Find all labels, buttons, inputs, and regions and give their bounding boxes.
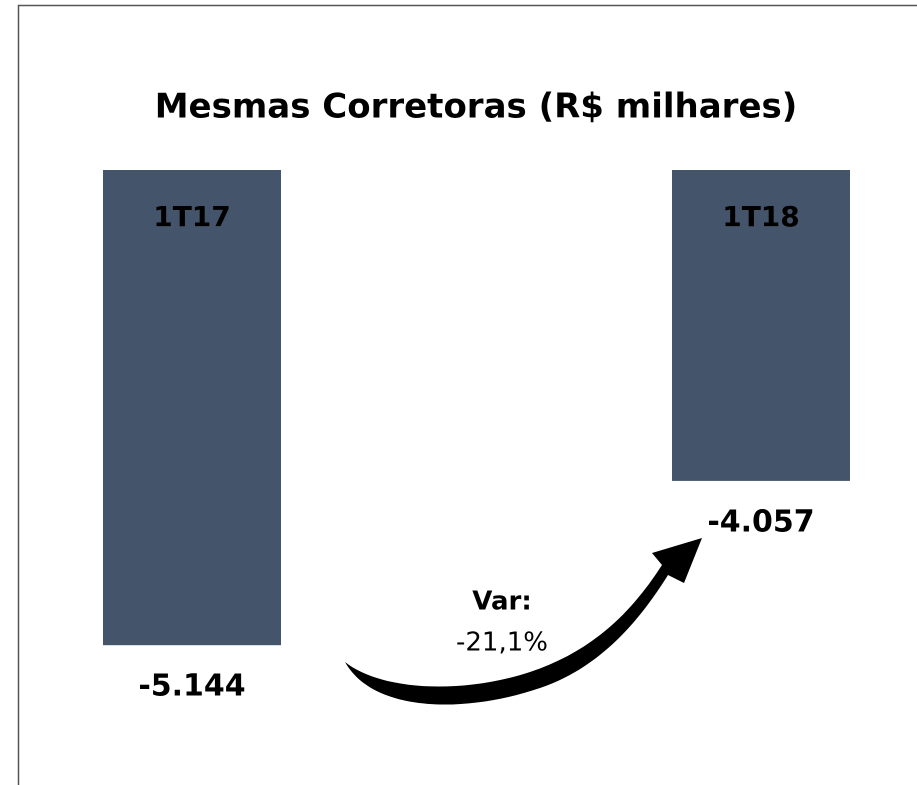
category-label: 1T17 bbox=[153, 200, 231, 233]
chart-title: Mesmas Corretoras (R$ milhares) bbox=[155, 87, 798, 127]
variation-arrow bbox=[345, 538, 702, 705]
category-label: 1T18 bbox=[722, 200, 800, 233]
bar bbox=[103, 170, 281, 646]
annotation-text: -21,1% bbox=[456, 628, 548, 658]
bar bbox=[672, 170, 850, 481]
value-label: -4.057 bbox=[707, 504, 814, 539]
annotation-label: Var: bbox=[472, 587, 531, 617]
value-label: -5.144 bbox=[138, 669, 245, 704]
